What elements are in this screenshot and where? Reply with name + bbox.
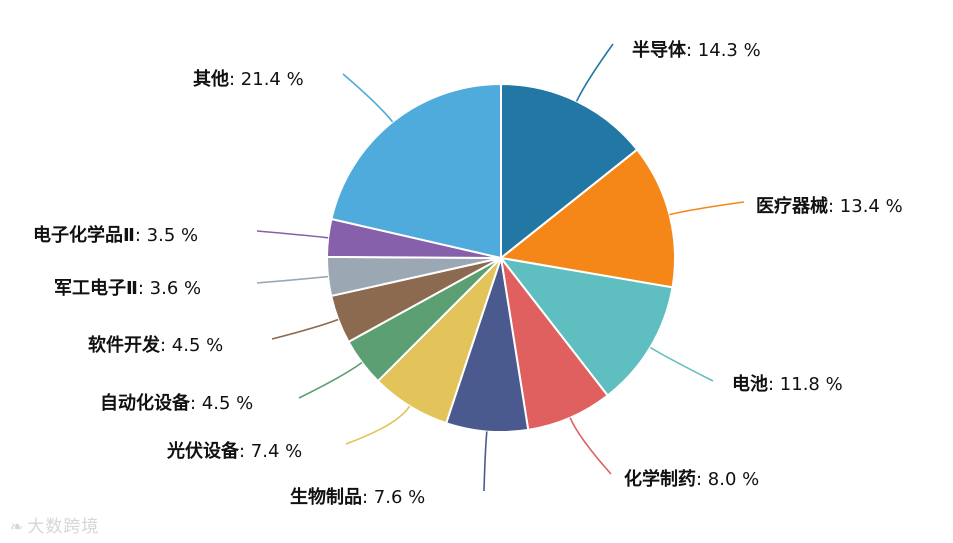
watermark-text: 大数跨境 — [27, 517, 100, 537]
slice-label: 其他: 21.4 % — [193, 68, 304, 90]
slice-label-value: : 14.3 % — [686, 40, 761, 61]
slice-label: 自动化设备: 4.5 % — [100, 392, 253, 414]
watermark-logo-icon: ❧ — [10, 517, 25, 536]
leader-line — [575, 43, 614, 102]
slice-label-name: 电子化学品Ⅱ — [33, 224, 135, 246]
slice-label-name: 其他 — [193, 68, 229, 90]
slice-label: 生物制品: 7.6 % — [290, 486, 425, 508]
slice-label: 软件开发: 4.5 % — [88, 334, 223, 356]
slice-label-name: 军工电子Ⅱ — [54, 277, 138, 299]
slice-label-value: : 4.5 % — [190, 393, 253, 414]
slice-label: 电子化学品Ⅱ: 3.5 % — [33, 224, 198, 246]
slice-label-name: 半导体 — [632, 39, 687, 61]
pie-slice — [500, 82, 639, 261]
leader-line — [345, 405, 411, 445]
slice-label: 半导体: 14.3 % — [632, 39, 761, 61]
slice-label: 化学制药: 8.0 % — [624, 468, 759, 490]
slice-label-name: 软件开发 — [88, 334, 161, 356]
slice-label-name: 自动化设备 — [100, 392, 191, 414]
slice-label-name: 光伏设备 — [166, 440, 240, 462]
slice-label-value: : 13.4 % — [828, 196, 903, 217]
leader-line — [271, 318, 339, 340]
slice-label: 医疗器械: 13.4 % — [756, 195, 903, 217]
leader-line — [298, 361, 363, 399]
slice-label-value: : 11.8 % — [768, 374, 843, 395]
slice-label-name: 化学制药 — [624, 468, 696, 490]
leader-line — [342, 73, 394, 123]
slice-labels: 半导体: 14.3 % 医疗器械: 13.4 % 电池: 11.8 % 化学制药: 8… — [33, 39, 903, 508]
watermark: ❧ 大数跨境 — [10, 512, 99, 537]
leader-line — [669, 201, 745, 216]
slice-label-value: : 7.4 % — [239, 441, 302, 462]
slice-label: 军工电子Ⅱ: 3.6 % — [54, 277, 201, 299]
leader-line — [483, 431, 488, 492]
slice-label-value: : 7.6 % — [362, 487, 425, 508]
leader-line — [569, 417, 612, 475]
leader-line — [256, 230, 329, 239]
slice-label-name: 生物制品 — [290, 486, 362, 508]
slice-label-value: : 3.5 % — [135, 225, 198, 246]
leader-line — [649, 346, 714, 382]
slice-label: 电池: 11.8 % — [732, 373, 843, 395]
slice-label-value: : 4.5 % — [160, 335, 223, 356]
slice-label: 光伏设备: 7.4 % — [166, 440, 302, 462]
leader-lines — [256, 43, 745, 492]
slice-label-name: 电池 — [732, 373, 768, 395]
slice-label-value: : 8.0 % — [696, 469, 759, 490]
slice-label-value: : 21.4 % — [229, 69, 304, 90]
slice-label-value: : 3.6 % — [138, 278, 201, 299]
slice-label-name: 医疗器械 — [756, 195, 828, 217]
leader-line — [256, 275, 329, 284]
pie-slices — [325, 82, 676, 433]
